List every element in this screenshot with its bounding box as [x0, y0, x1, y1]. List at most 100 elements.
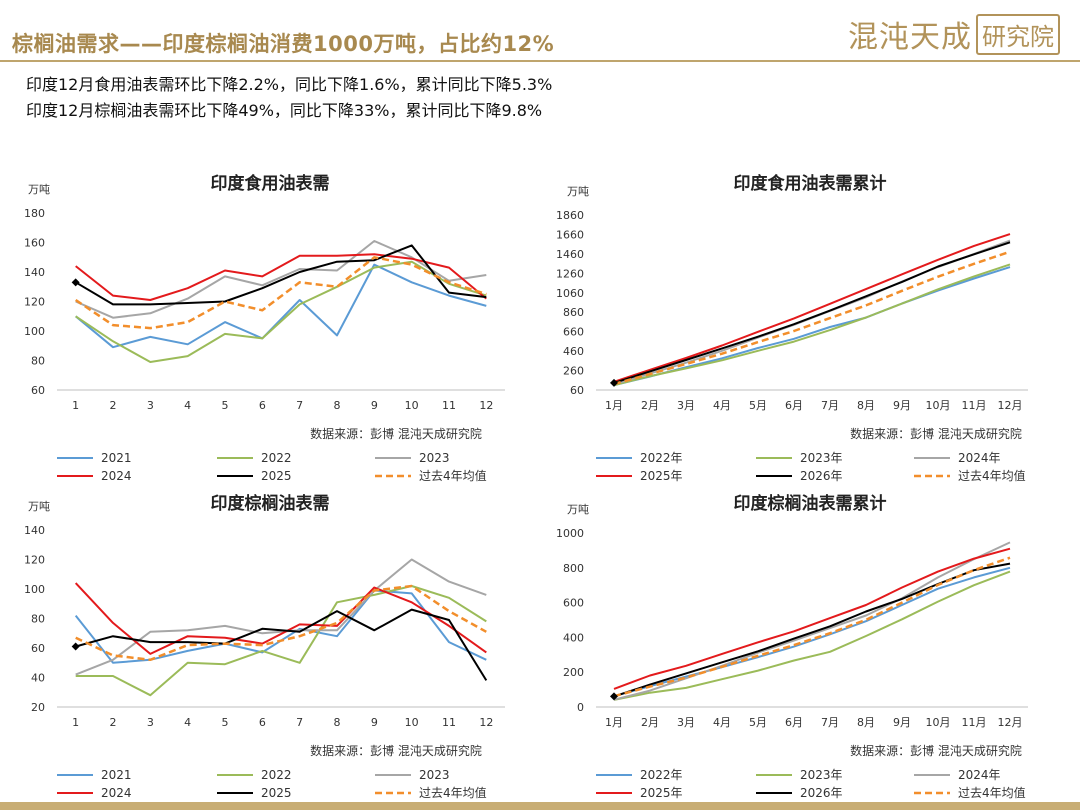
y-tick-label: 60: [31, 384, 45, 397]
series-line-s2022: [613, 570, 1011, 701]
legend-label: 过去4年均值: [958, 785, 1026, 800]
chart-palm-oil-cumulative-svg: 印度棕榈油表需累计 万吨 0 200 400 600 800 1000 1月 2月 3月 4月 5月 6月…: [556, 493, 1028, 800]
logo-seal: 研究院: [976, 13, 1060, 55]
legend-label: 2024年: [958, 451, 1001, 465]
x-tick-label: 8月: [857, 399, 875, 412]
legend-label: 2024年: [958, 768, 1001, 782]
legend-label: 2024: [101, 469, 132, 483]
x-tick-label: 2月: [641, 399, 659, 412]
legend-label: 2021: [101, 768, 132, 782]
legend-label: 2021: [101, 451, 132, 465]
y-axis-unit: 万吨: [567, 185, 589, 198]
x-tick-label: 9月: [893, 716, 911, 729]
summary-text: 印度12月食用油表需环比下降2.2%，同比下降1.6%，累计同比下降5.3% 印…: [26, 72, 552, 124]
x-tick-label: 9: [371, 716, 378, 729]
header: 棕榈油需求——印度棕榈油消费1000万吨，占比约12% 混沌天成 研究院: [0, 0, 1080, 62]
chart-title: 印度食用油表需: [211, 173, 330, 194]
x-tick-label: 8月: [857, 716, 875, 729]
legend-label: 2026年: [800, 786, 843, 800]
y-tick-label: 660: [563, 326, 584, 339]
x-tick-label: 10月: [926, 399, 951, 412]
x-tick-label: 4: [184, 399, 191, 412]
x-tick-label: 6月: [785, 716, 803, 729]
x-tick-label: 4: [184, 716, 191, 729]
x-tick-label: 12: [479, 399, 493, 412]
y-tick-label: 1060: [556, 287, 584, 300]
x-tick-label: 5月: [749, 716, 767, 729]
x-tick-label: 5: [222, 399, 229, 412]
x-tick-label: 7月: [821, 716, 839, 729]
summary-line-edible-oil: 印度12月食用油表需环比下降2.2%，同比下降1.6%，累计同比下降5.3%: [26, 75, 553, 94]
x-tick-label: 3: [147, 716, 154, 729]
x-tick-label: 3月: [677, 716, 695, 729]
data-source: 数据来源：彭博 混沌天成研究院: [850, 426, 1022, 441]
series-line-s2021: [74, 589, 487, 664]
y-tick-label: 80: [31, 355, 45, 368]
x-tick-label: 12: [479, 716, 493, 729]
x-tick-label: 10: [405, 399, 419, 412]
x-tick-label: 1: [72, 716, 79, 729]
chart-edible-oil-demand: 印度食用油表需 万吨 60 80 100 120 140 160 180 1 2 3 4 5 6 7 8 9 10 1…: [0, 165, 540, 485]
y-tick-label: 100: [24, 583, 45, 596]
x-tick-label: 4月: [713, 716, 731, 729]
x-tick-label: 12月: [998, 716, 1023, 729]
series-line-s2022: [613, 263, 1011, 387]
start-marker: [610, 378, 618, 387]
chart-palm-oil-cumulative: 印度棕榈油表需累计 万吨 0 200 400 600 800 1000 1月 2月 3月 4月 5月 6月…: [540, 485, 1080, 805]
series-line-s2023: [75, 240, 487, 319]
chart-title: 印度食用油表需累计: [734, 173, 887, 194]
y-tick-label: 1660: [556, 228, 584, 241]
x-tick-label: 6: [259, 399, 266, 412]
summary-line-palm-oil: 印度12月棕榈油表需环比下降49%，同比下降33%，累计同比下降9.8%: [26, 101, 543, 120]
y-tick-label: 260: [563, 365, 584, 378]
x-tick-label: 11月: [962, 399, 987, 412]
series-line-s2025: [613, 562, 1011, 698]
series-line-s2021: [75, 263, 487, 349]
series-line-s2023: [75, 558, 487, 676]
y-tick-label: 800: [563, 562, 584, 575]
series-line-s2025: [613, 241, 1011, 384]
x-tick-label: 2: [110, 399, 117, 412]
x-tick-label: 9: [371, 399, 378, 412]
x-tick-label: 10月: [926, 716, 951, 729]
y-tick-label: 120: [24, 296, 45, 309]
data-source: 数据来源：彭博 混沌天成研究院: [310, 426, 482, 441]
legend-label: 过去4年均值: [419, 785, 487, 800]
data-source: 数据来源：彭博 混沌天成研究院: [310, 743, 482, 758]
y-tick-label: 400: [563, 631, 584, 644]
logo-text: 混沌天成: [848, 20, 972, 55]
start-marker: [610, 692, 618, 701]
series-line-s2022: [75, 585, 487, 697]
legend-label: 2023年: [800, 451, 843, 465]
chart-edible-oil-cumulative: 印度食用油表需累计 万吨 60 260 460 660 860 1060 1260 1460 166…: [540, 165, 1080, 485]
chart-title: 印度棕榈油表需: [211, 493, 330, 514]
page-title: 棕榈油需求——印度棕榈油消费1000万吨，占比约12%: [12, 32, 555, 56]
y-tick-label: 180: [24, 207, 45, 220]
legend-label: 2025年: [640, 469, 683, 483]
series-line-s2022: [75, 260, 487, 363]
start-marker: [71, 278, 80, 287]
x-tick-label: 6月: [785, 399, 803, 412]
y-tick-label: 1460: [556, 248, 584, 261]
y-tick-label: 460: [563, 345, 584, 358]
x-tick-label: 2月: [641, 716, 659, 729]
x-tick-label: 1: [72, 399, 79, 412]
y-tick-label: 0: [577, 701, 584, 714]
x-tick-label: 8: [334, 716, 341, 729]
y-tick-label: 1860: [556, 209, 584, 222]
chart-palm-oil-demand: 印度棕榈油表需 万吨 20 40 60 80 100 120 140 1 2 3 4 5 6 7 8 9 10 11 1…: [0, 485, 540, 805]
x-tick-label: 3: [147, 399, 154, 412]
y-axis-unit: 万吨: [28, 183, 50, 196]
x-tick-label: 9月: [893, 399, 911, 412]
series-line-avg: [613, 250, 1011, 386]
x-tick-label: 2: [110, 716, 117, 729]
series-line-avg: [613, 556, 1011, 698]
y-tick-label: 120: [24, 554, 45, 567]
start-marker: [71, 642, 80, 651]
series-line-avg: [75, 584, 487, 662]
series-line-s2024: [613, 233, 1011, 383]
y-tick-label: 1260: [556, 267, 584, 280]
